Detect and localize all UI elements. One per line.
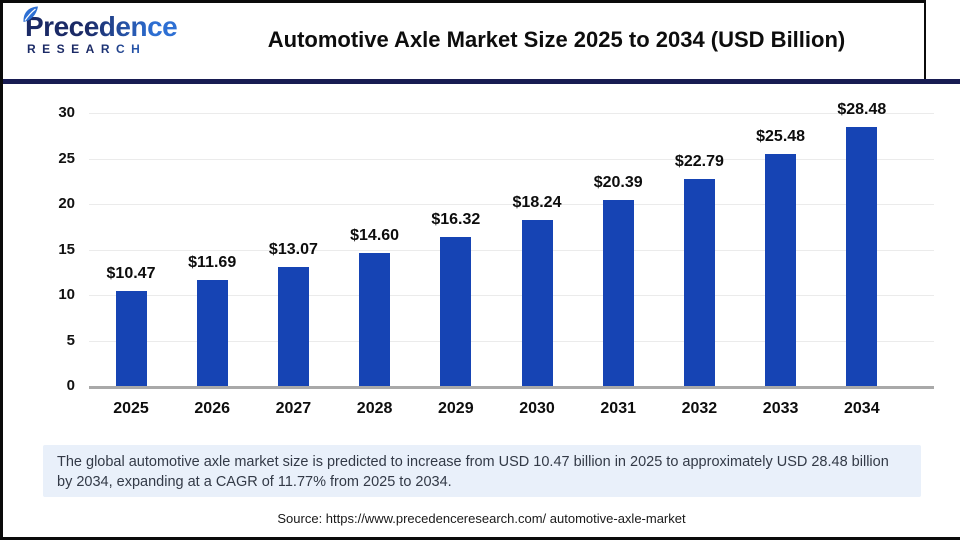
bar (683, 178, 715, 386)
bar-value-label: $18.24 (512, 194, 562, 212)
bar-value-label: $25.48 (756, 128, 806, 146)
gridline (89, 204, 934, 205)
bar-value-label: $13.07 (268, 241, 318, 259)
gridline (89, 249, 934, 251)
brand-name: Precedence (25, 11, 178, 42)
x-tick-label: 2028 (356, 400, 393, 417)
x-tick-label: 2032 (681, 400, 718, 417)
x-tick-label: 2027 (275, 400, 312, 417)
bar (765, 154, 797, 386)
bar (359, 253, 391, 386)
header: Precedence RESEARCH Automotive Axle Mark… (3, 0, 960, 84)
bar (846, 126, 878, 386)
x-tick-label: 2026 (194, 400, 230, 417)
x-tick-label: 2025 (113, 400, 149, 417)
gridline (89, 113, 934, 114)
summary-note: The global automotive axle market size i… (43, 445, 921, 497)
x-axis-line (89, 386, 934, 389)
brand-subname: RESEARCH (27, 43, 177, 55)
x-tick-label: 2033 (762, 400, 799, 417)
leaf-icon (23, 6, 38, 22)
bar-value-label: $20.39 (593, 174, 643, 192)
gridline (89, 295, 934, 296)
bar (277, 267, 309, 386)
y-tick-label: 25 (58, 149, 75, 167)
bar-value-label: $22.79 (674, 152, 724, 170)
bar-value-label: $11.69 (188, 253, 237, 271)
y-tick-label: 0 (66, 377, 75, 394)
y-tick-label: 30 (58, 104, 75, 121)
bar-value-label: $16.32 (431, 211, 481, 229)
bar (196, 279, 228, 386)
brand-logo: Precedence RESEARCH (23, 6, 178, 55)
bar-value-label: $10.47 (106, 264, 156, 282)
bar (440, 237, 472, 386)
x-tick-label: 2031 (600, 400, 636, 417)
chart-title: Automotive Axle Market Size 2025 to 2034… (267, 26, 846, 52)
y-tick-label: 5 (66, 331, 75, 349)
bar (602, 200, 634, 386)
gridline (89, 340, 934, 342)
y-tick-label: 15 (58, 240, 75, 258)
bar-value-label: $28.48 (837, 100, 887, 118)
bar-chart: 0 5 10 15 20 25 30 $10.47 2025 $11.69 2026 $13.07 20… (3, 84, 960, 440)
y-tick-label: 10 (58, 286, 75, 303)
y-tick-label: 20 (58, 195, 75, 212)
bar-value-label: $14.60 (350, 227, 400, 245)
x-tick-label: 2034 (844, 400, 880, 417)
x-tick-label: 2030 (519, 400, 555, 417)
source-line: Source: https://www.precedenceresearch.c… (277, 511, 686, 526)
x-tick-label: 2029 (438, 400, 474, 417)
bar (521, 220, 553, 386)
gridline (89, 158, 934, 160)
bar (115, 290, 147, 386)
